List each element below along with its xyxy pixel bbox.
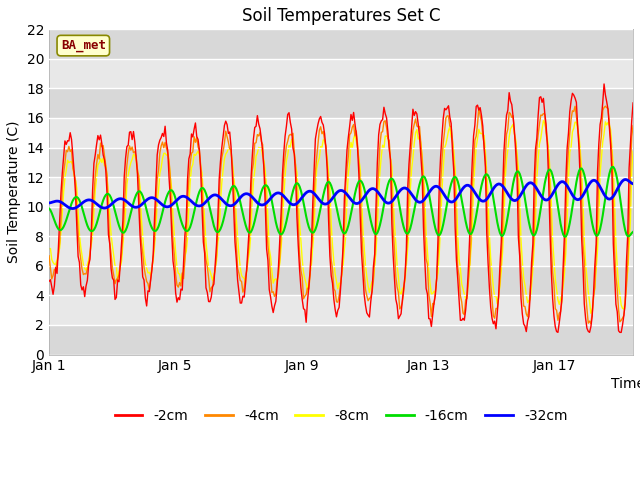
Bar	[49, 147, 633, 177]
Bar	[49, 207, 633, 236]
Bar	[49, 266, 633, 295]
Y-axis label: Soil Temperature (C): Soil Temperature (C)	[7, 120, 21, 263]
Bar	[49, 88, 633, 118]
Bar	[49, 177, 633, 207]
Bar	[49, 325, 633, 355]
Bar	[49, 29, 633, 59]
Bar	[49, 295, 633, 325]
Bar	[49, 118, 633, 147]
Title: Soil Temperatures Set C: Soil Temperatures Set C	[242, 7, 440, 25]
Text: BA_met: BA_met	[61, 39, 106, 52]
X-axis label: Time: Time	[611, 377, 640, 391]
Legend: -2cm, -4cm, -8cm, -16cm, -32cm: -2cm, -4cm, -8cm, -16cm, -32cm	[109, 404, 573, 429]
Bar	[49, 59, 633, 88]
Bar	[49, 236, 633, 266]
